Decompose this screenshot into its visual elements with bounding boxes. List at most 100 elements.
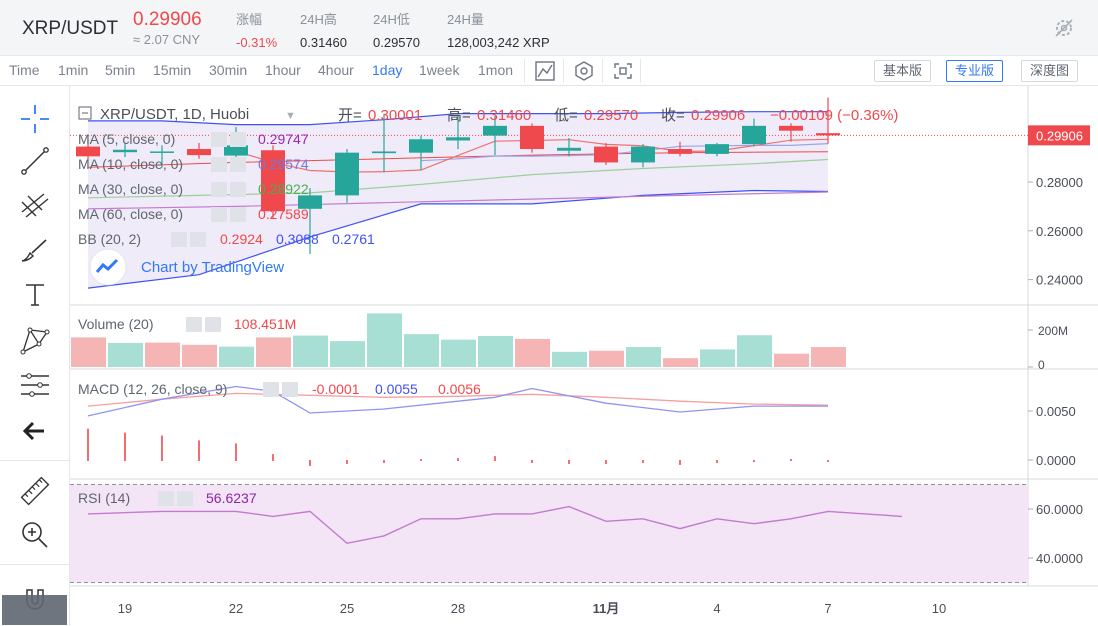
view-pro-button[interactable]: 专业版: [946, 60, 1004, 82]
timeframe-time[interactable]: Time: [9, 62, 40, 78]
view-depth-button[interactable]: 深度图: [1021, 60, 1079, 82]
pattern-icon[interactable]: [18, 324, 52, 358]
settings-off-icon[interactable]: [1052, 16, 1076, 45]
timeframe-1day[interactable]: 1day: [372, 62, 403, 78]
indicator-legend: MA (5, close, 0) 0.29747 MA (10, close, 0)…: [78, 131, 481, 506]
indicator-close-icon[interactable]: [230, 132, 246, 147]
text-icon[interactable]: [18, 278, 52, 312]
stat-high: 24H高 0.31460: [300, 9, 347, 50]
candle-body: [113, 149, 137, 153]
pair-name[interactable]: XRP/USDT: [22, 18, 119, 39]
volume-bar: [811, 347, 846, 367]
scroll-bar[interactable]: [2, 595, 67, 625]
indicator-close-icon[interactable]: [177, 491, 193, 506]
bb-value: 0.2761: [332, 231, 375, 247]
indicator-settings-icon[interactable]: [211, 207, 227, 222]
volume-bar: [219, 346, 254, 367]
volume-pane: [71, 313, 846, 367]
cny-value: ≈ 2.07 CNY: [133, 32, 201, 47]
candle-body: [483, 125, 507, 136]
timeframe-1min[interactable]: 1min: [58, 62, 89, 78]
indicator-close-icon[interactable]: [230, 157, 246, 172]
timeframe-4hour[interactable]: 4hour: [318, 62, 354, 78]
drawing-toolbar: [0, 86, 70, 626]
indicator-settings-icon[interactable]: [263, 382, 279, 397]
price-tick-label: 0.24000: [1036, 273, 1083, 288]
rsi-pane: [70, 484, 1028, 583]
macd-legend-value: 0.0055: [375, 381, 418, 397]
indicator-settings-icon[interactable]: [211, 132, 227, 147]
volume-bar: [515, 338, 550, 367]
fullscreen-icon[interactable]: [608, 59, 638, 83]
stat-label: 涨幅: [236, 12, 263, 27]
time-tick-label: 28: [451, 601, 465, 616]
rsi-line: [87, 505, 903, 545]
indicator-close-icon[interactable]: [205, 317, 221, 332]
timeframe-30min[interactable]: 30min: [209, 62, 248, 78]
macd-legend-value: 0.0056: [438, 381, 481, 397]
timeframe-5min[interactable]: 5min: [105, 62, 136, 78]
candle-body: [261, 150, 285, 212]
macd-pane: [87, 385, 829, 466]
timeframe-1hour[interactable]: 1hour: [265, 62, 301, 78]
current-price-badge: [1028, 125, 1090, 146]
candle-body: [409, 139, 433, 153]
volume-bar: [108, 342, 143, 367]
brush-icon[interactable]: [18, 234, 52, 268]
indicator-close-icon[interactable]: [230, 207, 246, 222]
price-tick-label: 0.26000: [1036, 224, 1083, 239]
indicator-value: 0.29747: [258, 131, 309, 147]
candle-body: [335, 152, 359, 196]
legend-title: XRP/USDT, 1D, Huobi: [100, 106, 249, 123]
collapse-icon[interactable]: [78, 106, 92, 120]
volume-bar: [700, 349, 735, 367]
main-pane: [70, 97, 1028, 289]
timeframe-1mon[interactable]: 1mon: [478, 62, 514, 78]
ruler-icon[interactable]: [18, 474, 52, 508]
indicator-close-icon[interactable]: [190, 232, 206, 247]
indicator-close-icon[interactable]: [282, 382, 298, 397]
volume-bar: [441, 339, 476, 367]
indicator-settings-icon[interactable]: [211, 157, 227, 172]
macd-signal-line: [87, 392, 829, 407]
trend-line-icon[interactable]: [18, 144, 52, 178]
indicator-icon[interactable]: [530, 59, 560, 83]
pitchfork-icon[interactable]: [18, 188, 52, 222]
chart-axes: 0.28000 0.26000 0.24000 0.29906 200M 0 0.0050 0…: [118, 125, 1090, 616]
indicator-name: BB (20, 2): [78, 231, 141, 247]
indicator-name: MA (60, close, 0): [78, 206, 183, 222]
view-basic-button[interactable]: 基本版: [874, 60, 932, 82]
indicator-settings-icon[interactable]: [171, 232, 187, 247]
bb-lower-line: [87, 189, 829, 289]
price-chart[interactable]: 0.28000 0.26000 0.24000 0.29906 200M 0 0.0050 0…: [70, 86, 1098, 626]
time-tick-label: 19: [118, 601, 132, 616]
gear-hex-icon[interactable]: [569, 59, 599, 83]
toolbar-divider: [563, 59, 564, 83]
indicator-settings-icon[interactable]: [158, 491, 174, 506]
volume-bar: [367, 313, 402, 367]
indicator-settings-icon[interactable]: [211, 182, 227, 197]
macd-line: [87, 385, 828, 417]
crosshair-icon[interactable]: [18, 102, 52, 136]
fib-icon[interactable]: [18, 368, 52, 402]
timeframe-15min[interactable]: 15min: [153, 62, 192, 78]
back-arrow-icon[interactable]: [18, 414, 52, 448]
toolbar-divider: [524, 59, 525, 83]
candle-body: [668, 149, 692, 154]
candle-body: [372, 151, 396, 154]
stat-value: 0.29570: [373, 35, 420, 50]
timeframe-1week[interactable]: 1week: [419, 62, 460, 78]
zoom-in-icon[interactable]: [18, 518, 52, 552]
ohlc-value: 0.31460: [477, 107, 531, 124]
indicator-name: MA (10, close, 0): [78, 156, 183, 172]
indicator-close-icon[interactable]: [230, 182, 246, 197]
legend-menu-icon[interactable]: ▼: [285, 110, 296, 122]
indicator-settings-icon[interactable]: [186, 317, 202, 332]
volume-tick-label: 0: [1038, 358, 1045, 372]
stat-value: -0.31%: [236, 35, 278, 50]
candle-body: [446, 137, 470, 141]
candle-body: [224, 145, 248, 156]
ohlc-label: 高=: [447, 107, 471, 124]
ohlc-value: 0.29570: [584, 107, 638, 124]
volume-bar: [404, 334, 439, 367]
